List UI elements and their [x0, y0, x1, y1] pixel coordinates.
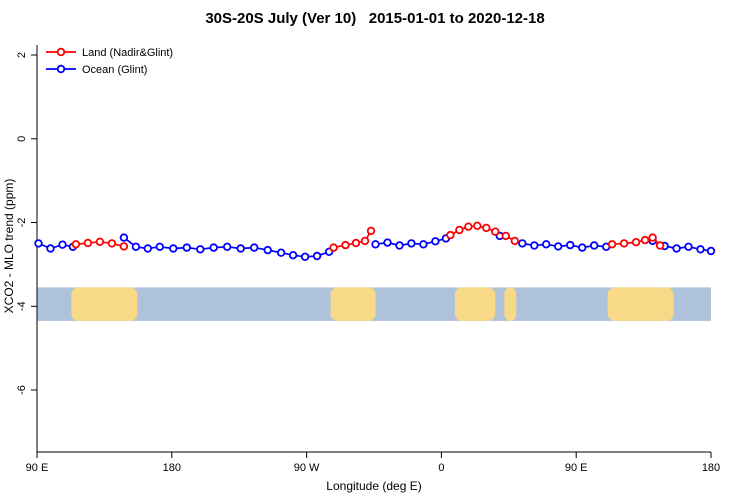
x-axis-label: Longitude (deg E): [326, 479, 421, 493]
data-point: [366, 226, 376, 236]
x-tick-label: 180: [702, 462, 720, 474]
data-point: [648, 233, 657, 242]
y-tick-label: -4: [16, 301, 28, 311]
legend: Land (Nadir&Glint) Ocean (Glint): [46, 47, 173, 76]
data-point: [446, 230, 455, 240]
data-point: [482, 223, 491, 233]
data-point: [169, 244, 178, 253]
data-point: [383, 238, 392, 247]
data-point: [83, 238, 93, 248]
data-point: [300, 252, 310, 261]
data-point: [655, 241, 665, 250]
data-point: [464, 222, 473, 231]
data-point: [631, 237, 641, 247]
land-strip: [504, 287, 517, 321]
data-point: [696, 245, 705, 254]
x-tick-label: 0: [438, 462, 444, 474]
data-point: [351, 238, 361, 248]
data-point: [236, 244, 245, 253]
data-point: [501, 231, 510, 241]
data-point: [131, 242, 141, 251]
chart-title: 30S-20S July (Ver 10) 2015-01-01 to 2020…: [205, 10, 544, 27]
land-ocean-band: [37, 287, 711, 321]
data-point: [329, 243, 338, 252]
data-point: [542, 240, 551, 249]
y-axis-label: XCO2 - MLO trend (ppm): [2, 179, 16, 314]
data-point: [182, 243, 191, 252]
data-point: [119, 233, 129, 242]
data-point: [566, 240, 575, 250]
data-point: [510, 236, 519, 246]
data-point: [590, 241, 599, 250]
y-tick-label: -6: [16, 385, 28, 395]
data-point: [209, 243, 218, 252]
data-point: [554, 242, 563, 251]
legend-marker: [56, 47, 66, 57]
data-point: [395, 241, 404, 250]
data-point: [263, 245, 272, 255]
data-point: [288, 250, 298, 260]
axes: 90 E 180 90 W 0 90 E 180 2 0 -2 -4 -6: [16, 45, 720, 474]
data-point: [530, 241, 539, 250]
data-point: [276, 248, 286, 257]
data-point: [672, 244, 681, 253]
series-line: [38, 242, 74, 250]
data-point: [518, 239, 527, 248]
data-point: [371, 240, 380, 249]
data-point: [407, 239, 416, 248]
data-point: [58, 240, 67, 249]
data-point: [196, 245, 205, 254]
land-strip: [330, 287, 376, 321]
land-strip: [607, 287, 674, 321]
data-point: [706, 246, 716, 256]
data-point: [578, 243, 587, 252]
data-point: [222, 242, 232, 251]
x-tick-label: 90 E: [26, 462, 49, 474]
data-point: [71, 240, 81, 249]
data-point: [341, 240, 350, 250]
data-point: [143, 244, 152, 253]
data-point: [119, 242, 129, 251]
data-point: [455, 225, 464, 235]
x-tick-label: 180: [163, 462, 181, 474]
data-point: [46, 244, 55, 253]
y-tick-label: 0: [16, 136, 28, 142]
legend-label: Ocean (Glint): [82, 64, 147, 76]
data-point: [107, 239, 117, 248]
data-point: [95, 237, 105, 246]
data-point: [619, 239, 629, 248]
data-point: [34, 239, 43, 248]
data-point: [360, 236, 370, 246]
data-point: [419, 240, 428, 249]
data-point: [249, 243, 259, 252]
legend-marker: [56, 64, 66, 74]
data-point: [607, 240, 617, 249]
data-point: [491, 227, 500, 236]
data-series: [34, 221, 716, 261]
x-tick-label: 90 E: [565, 462, 588, 474]
data-point: [640, 235, 650, 245]
x-tick-label: 90 W: [294, 462, 320, 474]
y-tick-label: 2: [16, 52, 28, 58]
land-strip: [71, 287, 138, 321]
land-strip: [454, 287, 496, 321]
data-point: [312, 251, 322, 261]
data-point: [155, 242, 164, 251]
data-point: [684, 242, 693, 251]
data-point: [473, 221, 482, 230]
y-tick-label: -2: [16, 218, 28, 228]
data-point: [431, 237, 440, 246]
legend-label: Land (Nadir&Glint): [82, 47, 173, 59]
